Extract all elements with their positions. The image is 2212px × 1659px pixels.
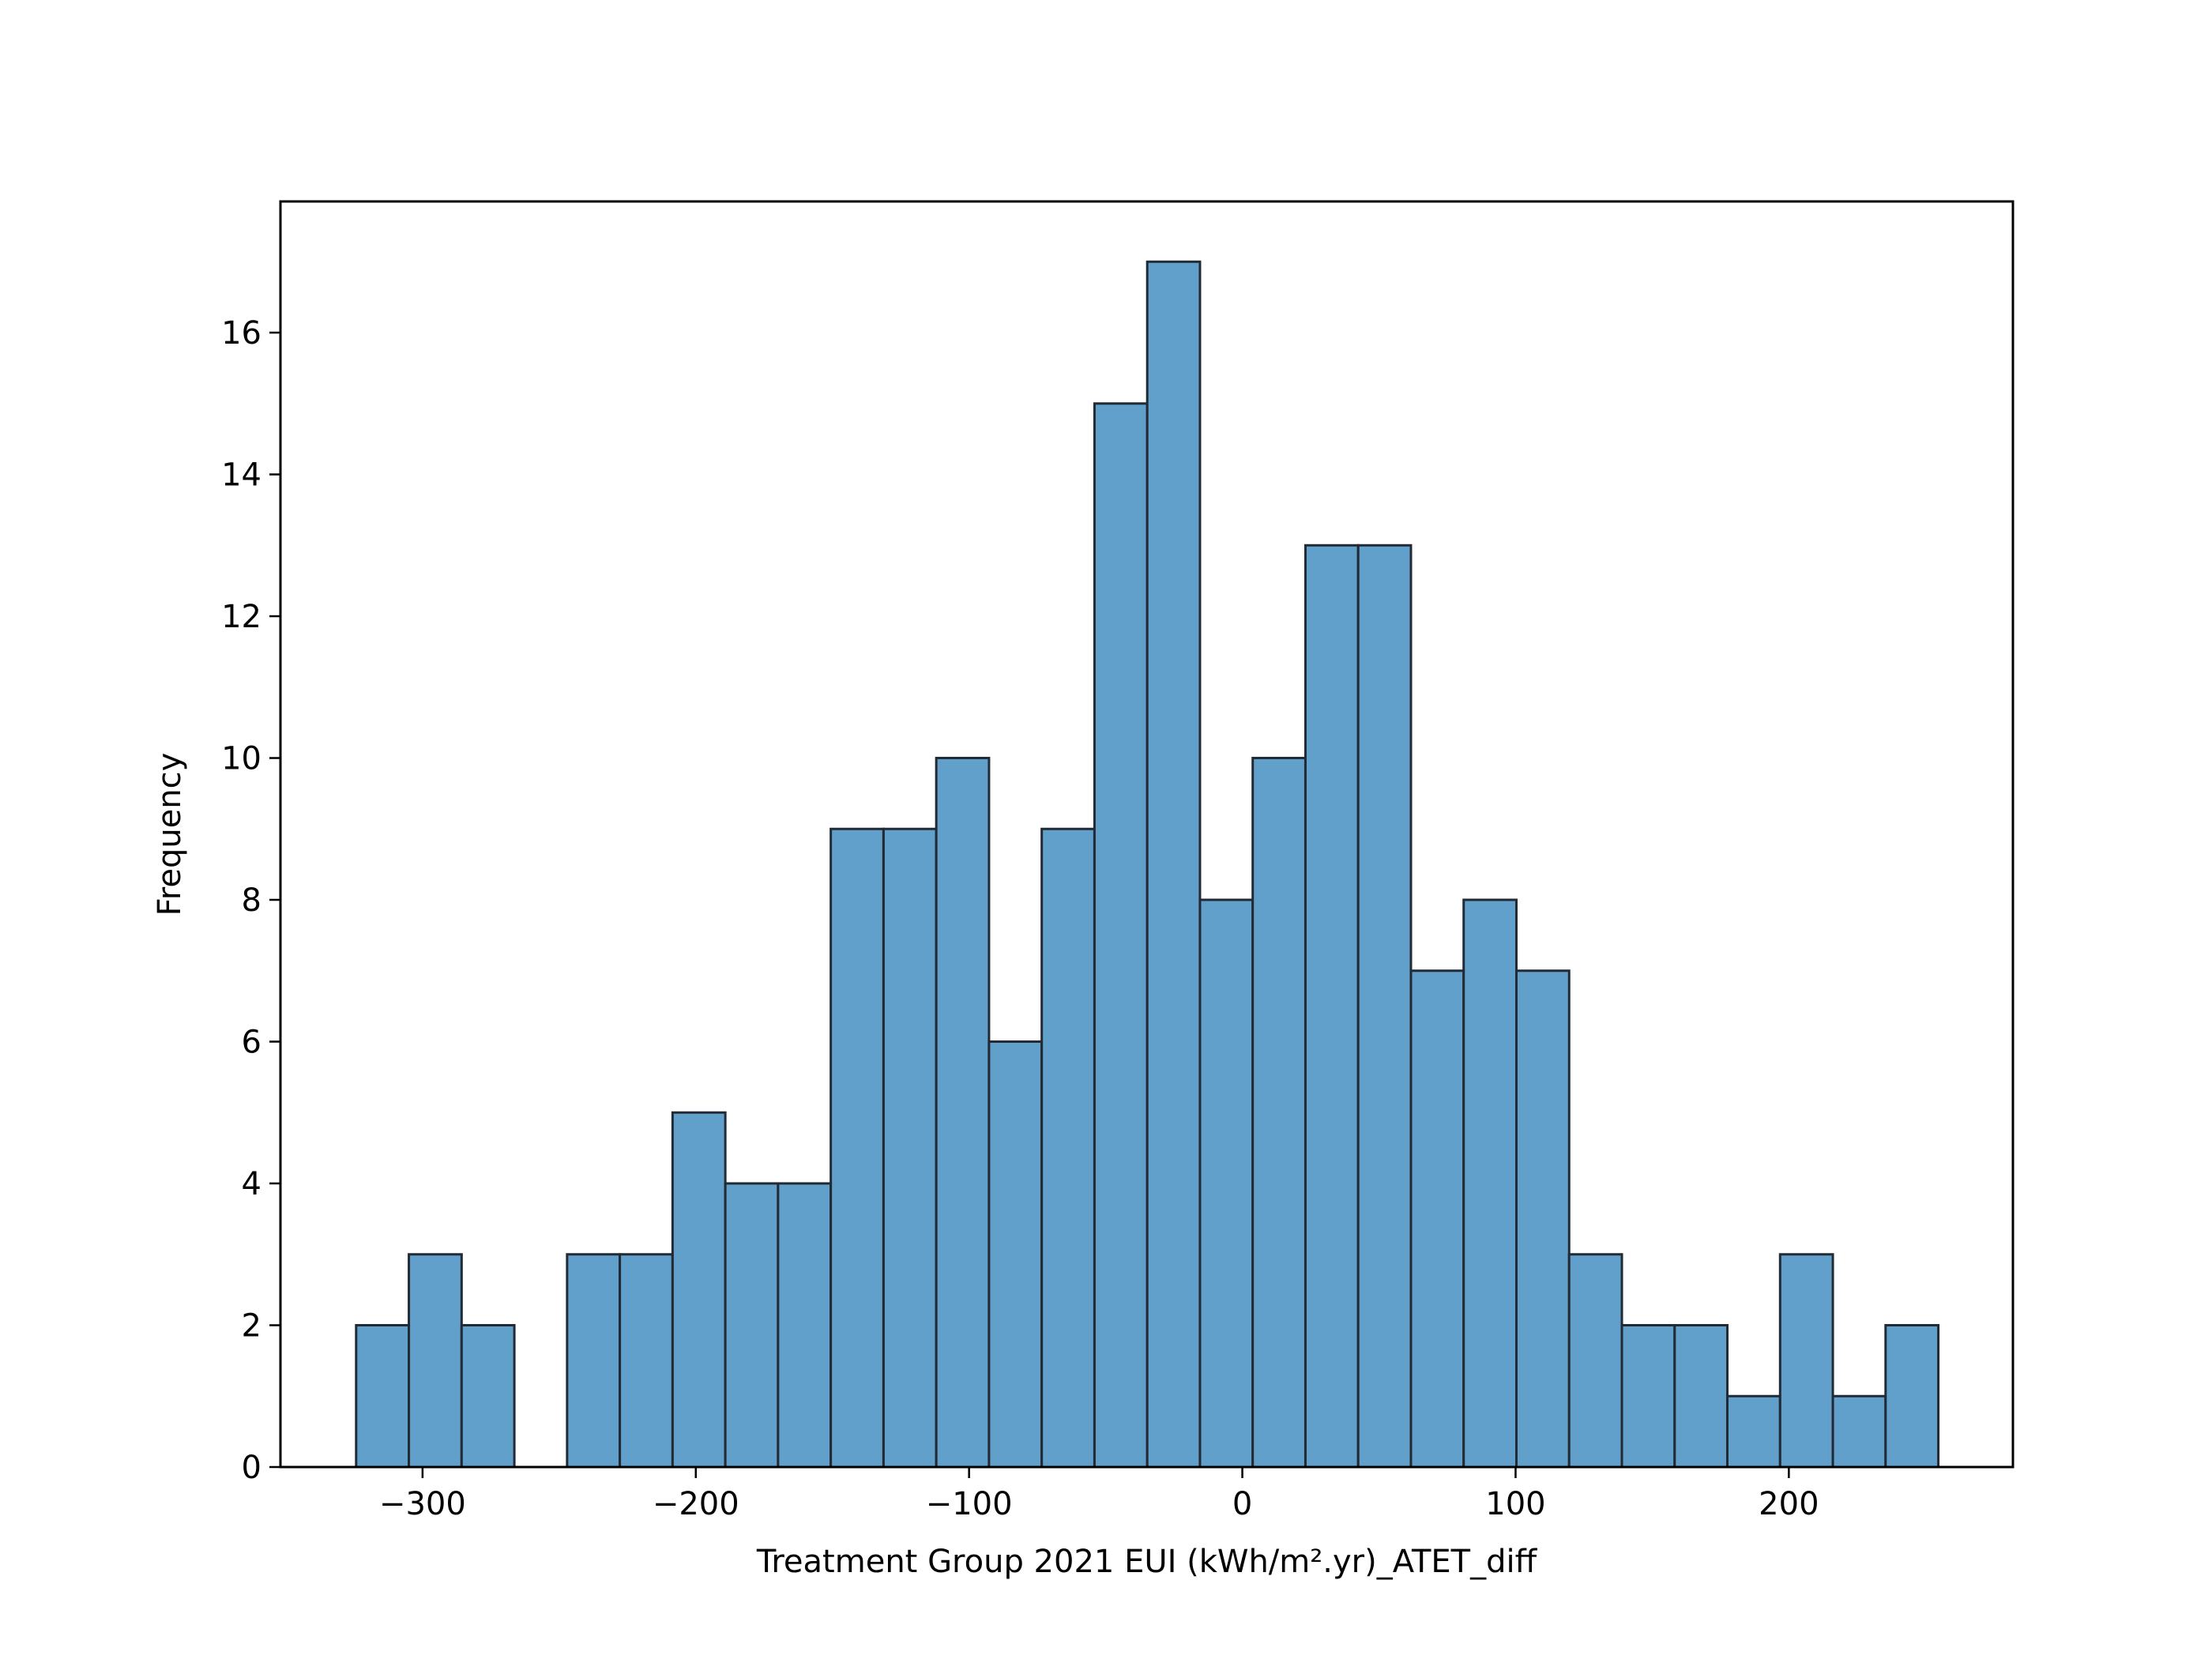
x-axis-ticks: −300 −200 −100 0 100 200 [379, 1467, 1819, 1522]
histogram-bar [1831, 1394, 1887, 1469]
x-tick-label: 100 [1485, 1486, 1545, 1522]
histogram-bar [460, 1324, 516, 1469]
x-tick-label: −100 [926, 1486, 1013, 1522]
histogram-bar [1726, 1394, 1781, 1469]
y-tick-label: 14 [221, 457, 261, 494]
histogram-bar [1198, 898, 1255, 1469]
histogram-bar [988, 1040, 1044, 1469]
histogram-bar [1093, 402, 1149, 1469]
y-tick-label: 16 [221, 315, 261, 352]
histogram-bar [1251, 757, 1307, 1469]
histogram-bar [1620, 1324, 1676, 1469]
histogram-bar [355, 1324, 411, 1469]
histogram-bar [1409, 969, 1465, 1469]
histogram-bar [1515, 969, 1571, 1469]
histogram-bar [619, 1253, 674, 1469]
x-axis-label: Treatment Group 2021 EUI (kWh/m².yr)_ATE… [756, 1544, 1538, 1580]
histogram-bar [1040, 827, 1096, 1469]
histogram-bar [408, 1253, 463, 1469]
y-tick-label: 0 [242, 1450, 261, 1486]
histogram-bar [671, 1111, 727, 1469]
x-tick-label: −200 [653, 1486, 739, 1522]
y-tick-label: 4 [242, 1166, 261, 1202]
histogram-bar [1567, 1253, 1623, 1469]
histogram-bar [1884, 1324, 1940, 1469]
y-axis-ticks: 0 2 4 6 8 10 12 14 16 [221, 315, 280, 1486]
histogram-bar [1673, 1324, 1729, 1469]
histogram-bar [1778, 1253, 1834, 1469]
histogram-bar [830, 827, 885, 1469]
y-tick-label: 10 [221, 741, 261, 777]
x-tick-label: 200 [1759, 1486, 1819, 1522]
y-tick-label: 2 [242, 1308, 261, 1345]
y-tick-label: 8 [242, 882, 261, 919]
histogram-bar [1304, 544, 1360, 1469]
histogram-bar [1356, 544, 1413, 1469]
x-tick-label: 0 [1232, 1486, 1252, 1522]
plot-frame [279, 200, 2014, 1469]
histogram-bar [1146, 260, 1202, 1469]
bars-group [355, 260, 1940, 1469]
histogram-bar [1462, 898, 1518, 1469]
histogram-bar [566, 1253, 622, 1469]
x-tick-label: −300 [379, 1486, 466, 1522]
y-axis-label: Frequency [152, 753, 188, 916]
histogram-bar [777, 1182, 833, 1469]
y-tick-label: 6 [242, 1025, 261, 1061]
histogram-bar [724, 1182, 780, 1469]
histogram-bar [935, 757, 991, 1469]
histogram-bar [882, 827, 938, 1469]
y-tick-label: 12 [221, 599, 261, 635]
